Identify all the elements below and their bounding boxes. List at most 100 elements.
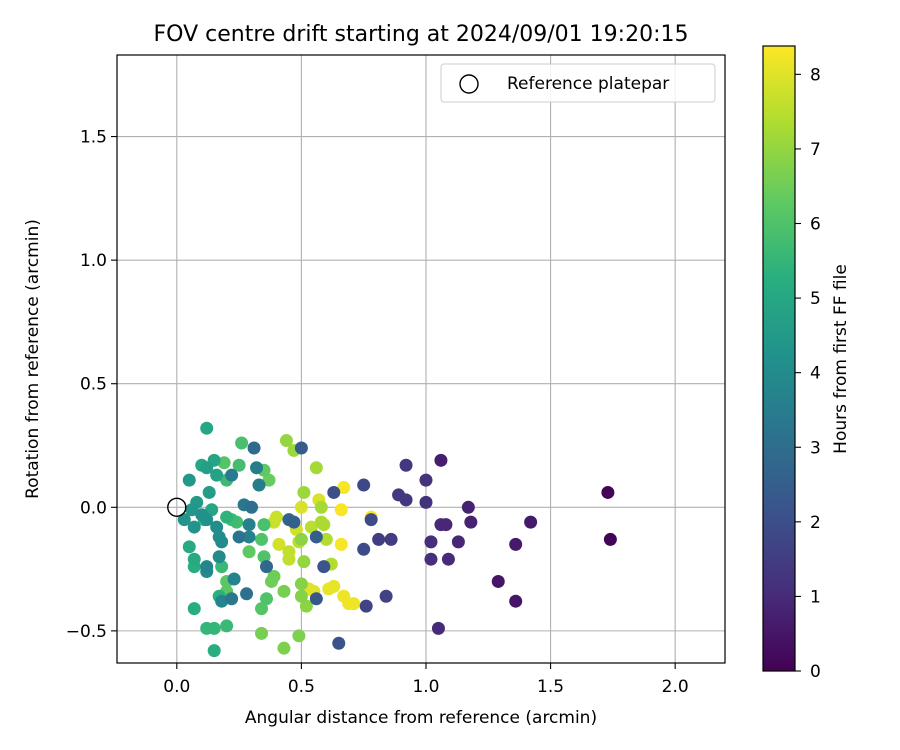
data-point: [247, 441, 261, 455]
data-point: [267, 569, 281, 583]
data-point: [260, 592, 274, 606]
data-point: [372, 532, 386, 546]
reference-marker-group: [167, 497, 187, 517]
data-point: [327, 579, 341, 593]
plot-frame: [116, 54, 726, 664]
data-point: [255, 626, 269, 640]
data-point: [364, 513, 378, 527]
reference-platepar-marker: [167, 497, 187, 517]
data-point: [225, 468, 239, 482]
data-point: [215, 594, 229, 608]
data-point: [242, 545, 256, 559]
data-point: [441, 552, 455, 566]
data-point: [424, 535, 438, 549]
legend-reference-marker: [459, 74, 479, 94]
data-point: [215, 535, 229, 549]
data-point: [255, 532, 269, 546]
legend-label: Reference platepar: [507, 74, 669, 94]
y-tick-label: 1.5: [80, 128, 107, 148]
data-point: [232, 530, 246, 544]
legend-box: [440, 63, 716, 103]
data-point: [182, 473, 196, 487]
data-point: [212, 550, 226, 564]
data-point: [294, 589, 308, 603]
data-point: [294, 532, 308, 546]
data-point: [242, 530, 256, 544]
colorbar-tick-label: 2: [810, 513, 821, 533]
colorbar-tick-label: 7: [810, 140, 821, 160]
data-point: [232, 458, 246, 472]
colorbar-tick-label: 3: [810, 438, 821, 458]
colorbar-tick-label: 0: [810, 662, 821, 682]
data-point: [262, 473, 276, 487]
data-point: [524, 515, 538, 529]
x-tick-label: 0.0: [163, 677, 190, 697]
data-point: [279, 434, 293, 448]
data-point: [227, 572, 241, 586]
data-point: [317, 518, 331, 532]
data-point: [317, 560, 331, 574]
data-point: [200, 621, 214, 635]
y-tick-label: 1.0: [80, 251, 107, 271]
x-tick-label: 2.0: [662, 677, 689, 697]
data-point: [257, 550, 271, 564]
data-point: [419, 473, 433, 487]
x-axis-label: Angular distance from reference (arcmin): [245, 708, 597, 728]
data-point: [292, 629, 306, 643]
data-point: [240, 587, 254, 601]
x-tick-label: 1.5: [537, 677, 564, 697]
data-point: [509, 594, 523, 608]
data-point: [491, 574, 505, 588]
colorbar-ticks: 0 1 2 3 4 5 6 7 8: [795, 65, 821, 682]
data-point: [309, 530, 323, 544]
data-point: [297, 555, 311, 569]
data-point: [299, 599, 313, 613]
data-point: [200, 560, 214, 574]
colorbar-tick-label: 6: [810, 215, 821, 235]
data-point: [200, 461, 214, 475]
data-point: [277, 641, 291, 655]
x-axis-ticks: 0.0 0.5 1.0 1.5 2.0: [163, 663, 689, 697]
colorbar-tick-label: 8: [810, 65, 821, 85]
data-point: [431, 621, 445, 635]
data-point: [260, 560, 274, 574]
legend: Reference platepar: [440, 63, 716, 103]
data-point: [464, 515, 478, 529]
data-point: [225, 592, 239, 606]
colorbar-tick-label: 4: [810, 364, 821, 384]
data-point: [327, 485, 341, 499]
data-point: [294, 500, 308, 514]
data-point: [399, 458, 413, 472]
data-point: [182, 540, 196, 554]
data-point: [205, 503, 219, 517]
data-point: [357, 542, 371, 556]
x-tick-label: 1.0: [412, 677, 439, 697]
data-point: [187, 520, 201, 534]
data-point: [207, 644, 221, 658]
data-point: [202, 485, 216, 499]
data-point: [319, 532, 333, 546]
data-point: [187, 552, 201, 566]
data-point: [451, 535, 465, 549]
colorbar-label: Hours from first FF file: [831, 264, 851, 454]
data-point: [272, 537, 286, 551]
data-point: [215, 560, 229, 574]
data-point: [314, 500, 328, 514]
data-point: [200, 513, 214, 527]
chart-title: FOV centre drift starting at 2024/09/01 …: [154, 22, 689, 47]
data-point: [332, 636, 346, 650]
data-point: [439, 518, 453, 532]
data-point: [461, 500, 475, 514]
data-point: [267, 515, 281, 529]
y-axis-label: Rotation from reference (arcmin): [23, 219, 43, 499]
data-point: [255, 602, 269, 616]
colorbar-tick-label: 5: [810, 289, 821, 309]
data-point: [347, 597, 361, 611]
x-tick-label: 0.5: [288, 677, 315, 697]
data-point: [235, 436, 249, 450]
data-points: [177, 421, 617, 658]
data-point: [277, 584, 291, 598]
data-point: [304, 520, 318, 534]
data-point: [379, 589, 393, 603]
